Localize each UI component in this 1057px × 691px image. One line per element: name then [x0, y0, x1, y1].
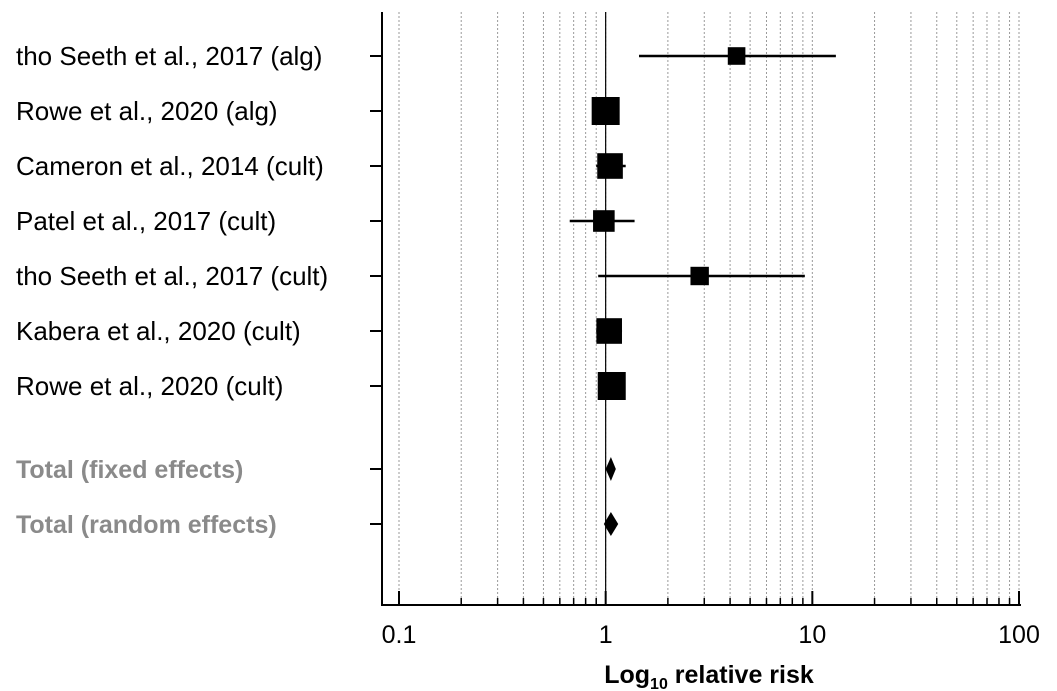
study-label: Patel et al., 2017 (cult): [16, 206, 276, 236]
total-label: Total (random effects): [16, 511, 277, 539]
x-tick-label: 100: [998, 621, 1040, 649]
point-estimate-marker: [597, 372, 626, 400]
x-axis-title-base: Log: [604, 661, 650, 689]
x-tick-label: 1: [599, 621, 613, 649]
grid-lines: [398, 12, 1020, 605]
pooled-estimate-diamond: [605, 457, 616, 481]
point-estimate-marker: [690, 266, 709, 286]
study-row: Patel et al., 2017 (cult): [16, 206, 635, 236]
point-estimate-marker: [597, 153, 623, 179]
study-label: tho Seeth et al., 2017 (alg): [16, 41, 322, 71]
study-row: tho Seeth et al., 2017 (cult): [16, 261, 805, 291]
study-row: Cameron et al., 2014 (cult): [16, 151, 626, 181]
x-axis-title-rest: relative risk: [668, 661, 814, 689]
x-tick-label: 0.1: [382, 621, 417, 649]
study-label: Cameron et al., 2014 (cult): [16, 151, 324, 181]
study-row: tho Seeth et al., 2017 (alg): [16, 41, 836, 71]
total-row: Total (random effects): [16, 511, 619, 539]
study-label: Rowe et al., 2020 (alg): [16, 96, 278, 126]
point-estimate-marker: [591, 97, 620, 125]
point-estimate-marker: [593, 210, 615, 232]
total-label: Total (fixed effects): [16, 456, 243, 484]
x-axis-title: Log10 relative risk: [604, 661, 814, 691]
point-estimate-marker: [596, 318, 622, 344]
study-row: Rowe et al., 2020 (alg): [16, 96, 620, 126]
study-row: Rowe et al., 2020 (cult): [16, 371, 626, 401]
study-label: tho Seeth et al., 2017 (cult): [16, 261, 328, 291]
pooled-estimate-diamond: [603, 512, 619, 536]
study-rows: tho Seeth et al., 2017 (alg) Rowe et al.,…: [16, 41, 836, 539]
x-axis-title-subscript: 10: [650, 676, 668, 691]
x-tick-labels: 0.1 1 10 100: [382, 621, 1040, 649]
x-tick-label: 10: [798, 621, 826, 649]
study-row: Kabera et al., 2020 (cult): [16, 316, 623, 346]
total-row: Total (fixed effects): [16, 456, 616, 484]
point-estimate-marker: [727, 47, 746, 65]
study-label: Rowe et al., 2020 (cult): [16, 371, 283, 401]
axes: [370, 12, 1021, 606]
study-label: Kabera et al., 2020 (cult): [16, 316, 301, 346]
